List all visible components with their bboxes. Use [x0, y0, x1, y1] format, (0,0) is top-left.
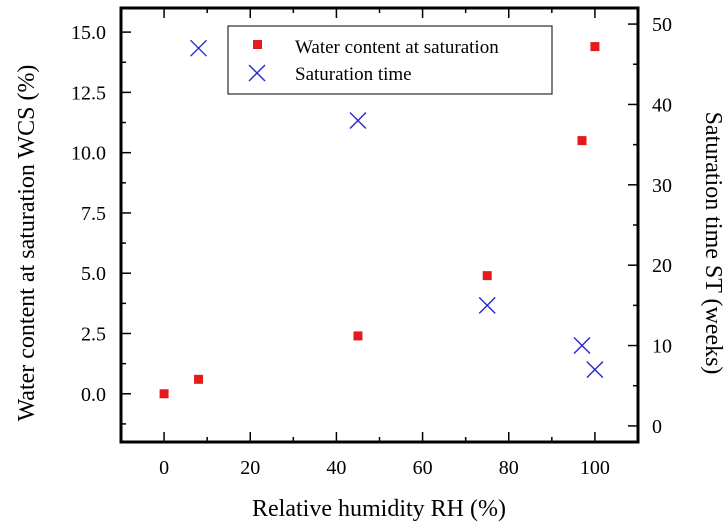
y-axis-left-title: Water content at saturation WCS (%)	[14, 65, 40, 422]
st-point	[586, 361, 604, 379]
wcs-point	[194, 374, 204, 384]
wcs-point	[590, 42, 600, 52]
wcs-point	[577, 136, 587, 146]
st-point	[349, 112, 367, 130]
y-left-tick-label: 5.0	[81, 263, 106, 285]
y-left-tick-label: 15.0	[71, 22, 106, 44]
y-axis-right-title: Saturation time ST (weeks)	[700, 112, 726, 375]
legend-marker-water-content	[253, 40, 262, 49]
y-left-tick-label: 0.0	[81, 384, 106, 406]
marks-layer	[159, 39, 604, 399]
y-left-tick-label: 10.0	[71, 143, 106, 165]
x-tick-label: 80	[499, 457, 519, 479]
x-tick-label: 20	[240, 457, 260, 479]
y-left-tick-label: 2.5	[81, 324, 106, 346]
st-point	[478, 296, 496, 314]
ticks-layer: 0 20 40 60 80 100 0.0 2.5 5.0 7.5 10.0 12.5 15.0 0 10 2…	[71, 8, 672, 479]
legend-label-water-content: Water content at saturation	[295, 37, 499, 58]
y-right-tick-label: 20	[652, 255, 672, 277]
y-right-tick-label: 50	[652, 14, 672, 36]
y-right-tick-label: 40	[652, 94, 672, 116]
wcs-point	[159, 389, 169, 399]
st-point	[573, 337, 591, 355]
x-axis-title: Relative humidity RH (%)	[252, 496, 506, 522]
y-right-tick-label: 10	[652, 336, 672, 358]
legend-marker-saturation-time	[248, 64, 266, 82]
st-point	[190, 39, 208, 57]
wcs-point	[353, 331, 363, 341]
x-tick-label: 0	[159, 457, 169, 479]
x-tick-label: 100	[580, 457, 610, 479]
legend-box	[227, 25, 553, 95]
y-left-tick-label: 7.5	[81, 203, 106, 225]
legend-label-saturation-time: Saturation time	[295, 64, 412, 85]
y-right-tick-label: 0	[652, 416, 662, 438]
wcs-point	[482, 271, 492, 281]
x-tick-label: 60	[413, 457, 433, 479]
y-left-tick-label: 12.5	[71, 82, 106, 104]
plot-frame	[119, 6, 640, 444]
legend: Water content at saturation Saturation t…	[227, 25, 553, 95]
y-right-tick-label: 30	[652, 175, 672, 197]
x-tick-label: 40	[326, 457, 346, 479]
